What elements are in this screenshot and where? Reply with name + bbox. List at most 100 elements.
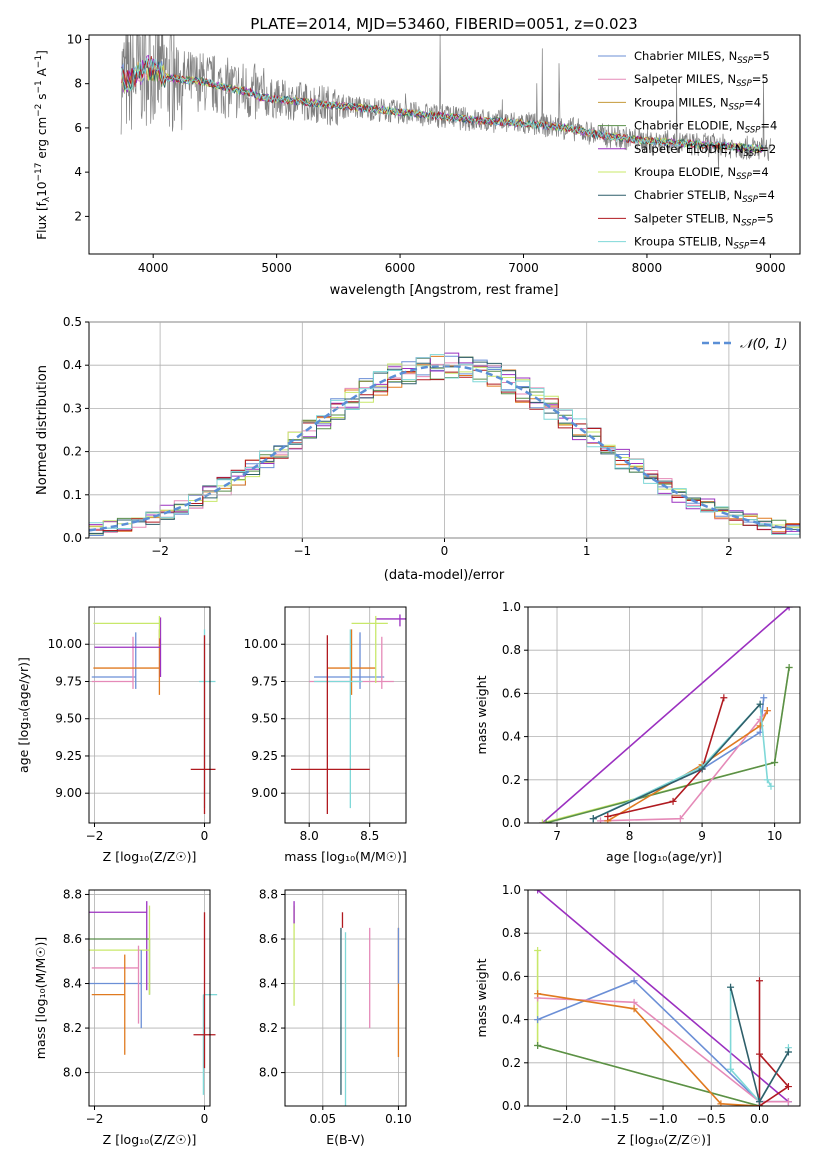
- y-tick-label: 0.4: [502, 730, 521, 744]
- x-tick-label: −2: [86, 829, 104, 843]
- legend-label-value: =4: [758, 188, 775, 202]
- panel-xlabel: mass [log₁₀(M/M☉)]: [284, 849, 406, 864]
- spectrum-plot-area: [120, 35, 771, 171]
- weight-series-4: [537, 997, 789, 1103]
- legend-label-1: Salpeter MILES, NSSP=5: [634, 72, 769, 89]
- panel-ylabel: mass weight: [474, 958, 489, 1037]
- weight-marker: [597, 817, 605, 823]
- legend-label-sub: SSP: [737, 56, 753, 66]
- legend-label-sub: SSP: [734, 242, 750, 252]
- weight-series-2: [537, 1044, 760, 1106]
- weight-marker: [785, 663, 793, 671]
- x-tick-label: −1.0: [648, 1112, 677, 1126]
- y-tick-label: 8.2: [259, 1021, 278, 1035]
- gauss-legend-label: 𝒩(0, 1): [740, 337, 787, 352]
- y-tick-label: 8.4: [259, 977, 278, 991]
- weight-series-1: [536, 950, 760, 1106]
- panel-xlabel: Z [log₁₀(Z/Z☉)]: [617, 1132, 711, 1147]
- y-tick-label: 0.6: [502, 969, 521, 983]
- legend-label-sub: SSP: [745, 126, 761, 136]
- x-tick-label: 9: [698, 829, 706, 843]
- legend-label-6: Chabrier STELIB, NSSP=4: [634, 188, 775, 205]
- weight-marker: [630, 977, 638, 985]
- x-tick-label: 0: [441, 544, 449, 558]
- y-tick-label: 9.25: [251, 749, 278, 763]
- weight-marker: [727, 983, 735, 991]
- y-tick-label: 0.0: [502, 1099, 521, 1113]
- spectrum-x-tick-label: 4000: [138, 261, 169, 275]
- weight-marker: [669, 797, 677, 805]
- weight-marker: [784, 1083, 792, 1091]
- axes-frame: [527, 606, 801, 824]
- x-tick-label: 7: [553, 829, 561, 843]
- residual-histogram-panel: −2 −1 0 1 2 0.0 0.1 0.2 0.3 0.4 0.5 (data-model)/e…: [35, 315, 801, 583]
- x-tick-label: 8: [626, 829, 634, 843]
- y-tick-label: 9.25: [55, 749, 82, 763]
- weight-marker: [542, 819, 550, 823]
- axes-frame: [284, 889, 407, 1107]
- weight-marker: [755, 977, 763, 985]
- weight-marker: [534, 1042, 542, 1050]
- weight-marker: [755, 1098, 763, 1106]
- legend-label-0: Chabrier MILES, NSSP=5: [634, 49, 770, 66]
- y-tick-label: 0.3: [63, 401, 82, 415]
- errorbar-point-4: [351, 615, 388, 683]
- errorbar-point-3: [375, 614, 406, 627]
- panel-ylabel: mass [log₁₀(M/M☉)]: [33, 937, 48, 1059]
- legend-label-text: Salpeter ELODIE, N: [634, 142, 744, 156]
- weight-marker: [784, 1048, 792, 1056]
- x-tick-label: 8.5: [360, 829, 379, 843]
- weight-series-1: [542, 667, 790, 823]
- figure-title: PLATE=2014, MJD=53460, FIBERID=0051, z=0…: [250, 15, 637, 33]
- legend-label-text: Chabrier MILES, N: [634, 49, 737, 63]
- weight-marker: [539, 819, 547, 823]
- errorbar-point-5: [314, 629, 363, 809]
- legend-label-value: =5: [752, 72, 769, 86]
- weight-series-4: [600, 710, 769, 822]
- weight-marker: [698, 765, 706, 773]
- axes-frame: [88, 889, 211, 1107]
- y-tick-label: 8.6: [63, 932, 82, 946]
- weight-series-5: [537, 992, 760, 1106]
- weight-vs-age-panel: 7 8 9 10 0.0 0.2 0.4 0.6 0.8 1.0 age [log₁₀(age/yr…: [474, 600, 801, 864]
- panel-xlabel: age [log₁₀(age/yr)]: [606, 849, 722, 864]
- age-vs-metallicity-panel: −2 0 9.00 9.25 9.50 9.75 10.00 Z [log₁₀(Z/Z☉)] a…: [16, 606, 216, 864]
- legend-label-8: Kroupa STELIB, NSSP=4: [634, 235, 766, 252]
- errorbar-point-2: [327, 629, 376, 695]
- model-spectrum-8: [121, 57, 764, 153]
- panel-ylabel: age [log₁₀(age/yr)]: [16, 657, 31, 773]
- y-tick-label: 8.0: [63, 1066, 82, 1080]
- errorbar-point-0: [314, 632, 385, 689]
- x-tick-label: 8.0: [300, 829, 319, 843]
- mass-vs-metallicity-panel: −2 0 8.0 8.2 8.4 8.6 8.8 Z [log₁₀(Z/Z☉)] mass [l…: [33, 887, 218, 1147]
- errorbar-point-3: [94, 617, 162, 678]
- y-tick-label: 9.50: [55, 712, 82, 726]
- x-tick-label: 0: [201, 1112, 209, 1126]
- weight-marker: [630, 1005, 638, 1013]
- errorbar-point-0: [91, 632, 137, 689]
- legend-label-value: =4: [744, 95, 761, 109]
- x-tick-label: 0.0: [750, 1112, 769, 1126]
- y-tick-label: 9.00: [251, 786, 278, 800]
- legend-label-sub: SSP: [729, 102, 745, 112]
- weight-marker: [760, 694, 768, 702]
- x-tick-label: −2.0: [552, 1112, 581, 1126]
- weight-series-6: [758, 980, 790, 1106]
- legend-label-text: Kroupa STELIB, N: [634, 235, 734, 249]
- legend-label-text: Kroupa MILES, N: [634, 95, 729, 109]
- spectrum-panel: 4000 5000 6000 7000 8000 9000 2 4 6 8 10 wavelengt…: [34, 32, 801, 298]
- y-tick-label: 9.75: [251, 674, 278, 688]
- weight-marker: [717, 1100, 725, 1106]
- weight-marker: [534, 890, 542, 894]
- x-tick-label: 0.10: [385, 1112, 412, 1126]
- spectrum-y-tick-label: 8: [74, 77, 82, 91]
- y-tick-label: 8.2: [63, 1021, 82, 1035]
- weight-marker: [771, 759, 779, 767]
- legend-label-sub: SSP: [736, 79, 752, 89]
- y-tick-label: 10.00: [244, 637, 278, 651]
- weight-marker: [756, 700, 764, 708]
- x-tick-label: 2: [725, 544, 733, 558]
- errorbar-point-5: [91, 954, 126, 1055]
- y-tick-label: 8.6: [259, 932, 278, 946]
